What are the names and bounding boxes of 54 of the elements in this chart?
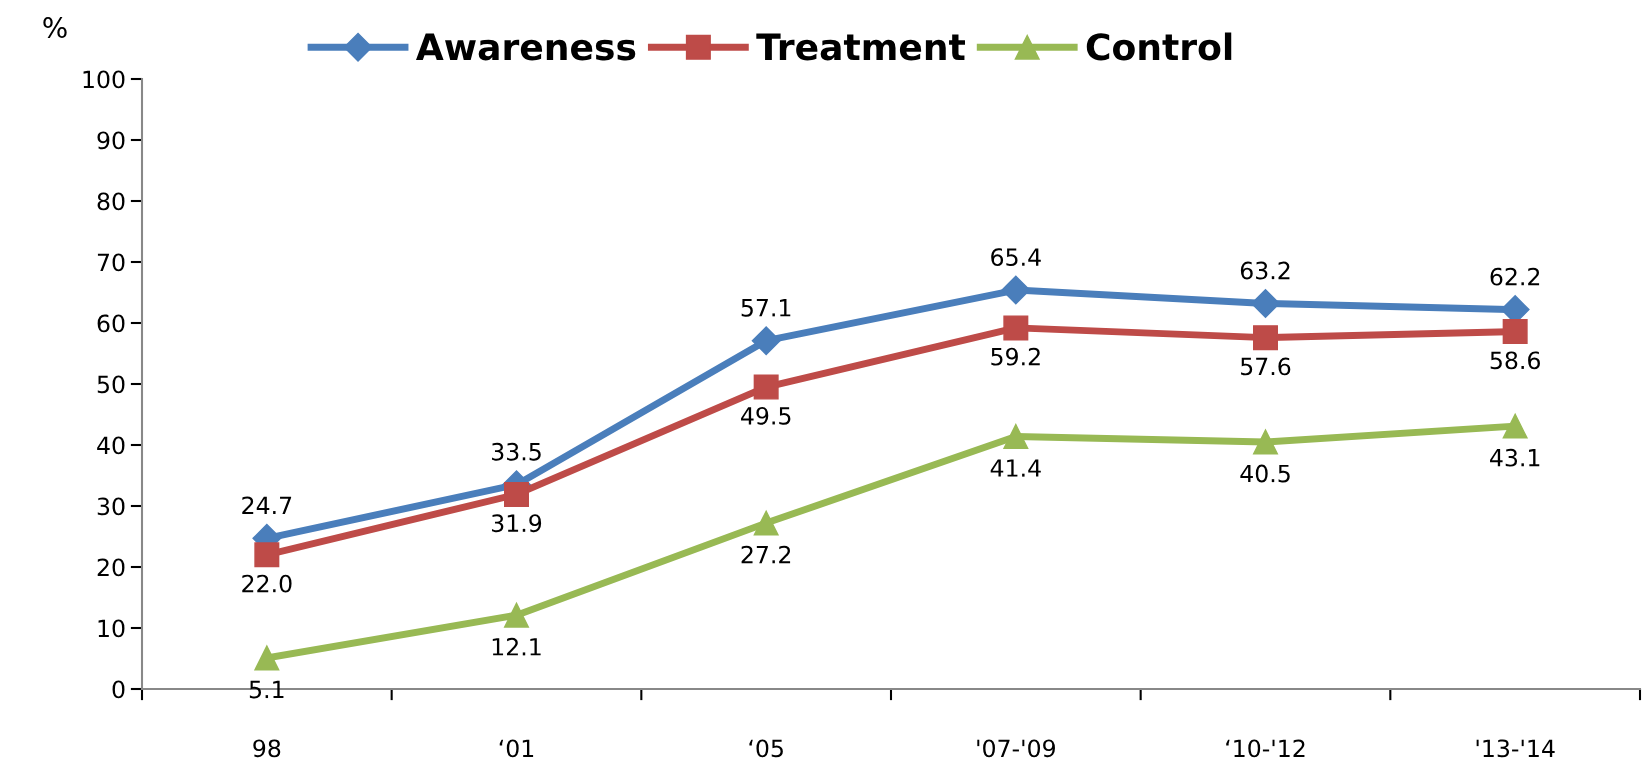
y-tick-label: 80 <box>97 192 125 211</box>
data-label: 59.2 <box>991 347 1040 366</box>
y-tick-label: 20 <box>97 558 125 577</box>
data-label: 12.1 <box>492 637 541 656</box>
data-label: 27.2 <box>741 545 791 564</box>
data-label: 40.5 <box>1240 464 1290 483</box>
data-label: 5.1 <box>249 680 284 699</box>
data-label: 31.9 <box>492 514 542 533</box>
point <box>1502 413 1528 439</box>
x-tick-label: '07-'09 <box>977 739 1055 758</box>
data-label: 33.5 <box>492 442 541 461</box>
data-label: 62.2 <box>1490 267 1540 286</box>
y-tick-label: 30 <box>97 497 125 516</box>
x-tick-label: 98 <box>253 739 281 758</box>
point <box>503 602 530 628</box>
legend-label: Awareness <box>415 33 636 61</box>
point <box>1001 275 1031 305</box>
point <box>1252 325 1279 351</box>
data-label: 22.0 <box>242 574 292 593</box>
data-label: 57.6 <box>1241 357 1291 376</box>
data-label: 58.6 <box>1490 351 1540 370</box>
point <box>753 374 779 400</box>
y-tick-label: 10 <box>98 619 125 638</box>
data-label: 63.2 <box>1240 261 1290 280</box>
data-label: 65.4 <box>991 248 1041 267</box>
y-tick-label: 90 <box>97 131 125 150</box>
y-tick-label: 0 <box>112 680 125 699</box>
data-label: 57.1 <box>741 299 791 317</box>
point <box>503 481 530 507</box>
point <box>1003 315 1029 341</box>
point <box>254 645 280 671</box>
point <box>751 326 781 356</box>
y-tick-label: 100 <box>83 70 125 89</box>
x-tick-label: ‘05 <box>749 739 783 758</box>
x-tick-label: ‘10-'12 <box>1226 739 1305 758</box>
data-label: 24.7 <box>242 496 292 514</box>
y-tick-label: 70 <box>97 253 125 272</box>
data-label: 43.1 <box>1490 448 1540 467</box>
data-label: 41.4 <box>990 459 1041 477</box>
data-label: 49.5 <box>741 406 791 425</box>
legend-label: Treatment <box>756 33 965 61</box>
x-tick-label: ‘01 <box>499 739 534 758</box>
point <box>1251 289 1280 318</box>
y-tick-label: 50 <box>97 375 125 394</box>
point <box>1502 319 1528 345</box>
y-tick-label: 60 <box>97 314 125 333</box>
point <box>1003 423 1029 449</box>
y-tick-label: 40 <box>97 436 125 455</box>
x-tick-label: '13-'14 <box>1476 739 1555 758</box>
y-axis-title: % <box>43 17 67 39</box>
point <box>753 510 779 536</box>
point <box>1252 429 1279 455</box>
point <box>254 542 280 568</box>
legend-label: Control <box>1086 32 1232 61</box>
